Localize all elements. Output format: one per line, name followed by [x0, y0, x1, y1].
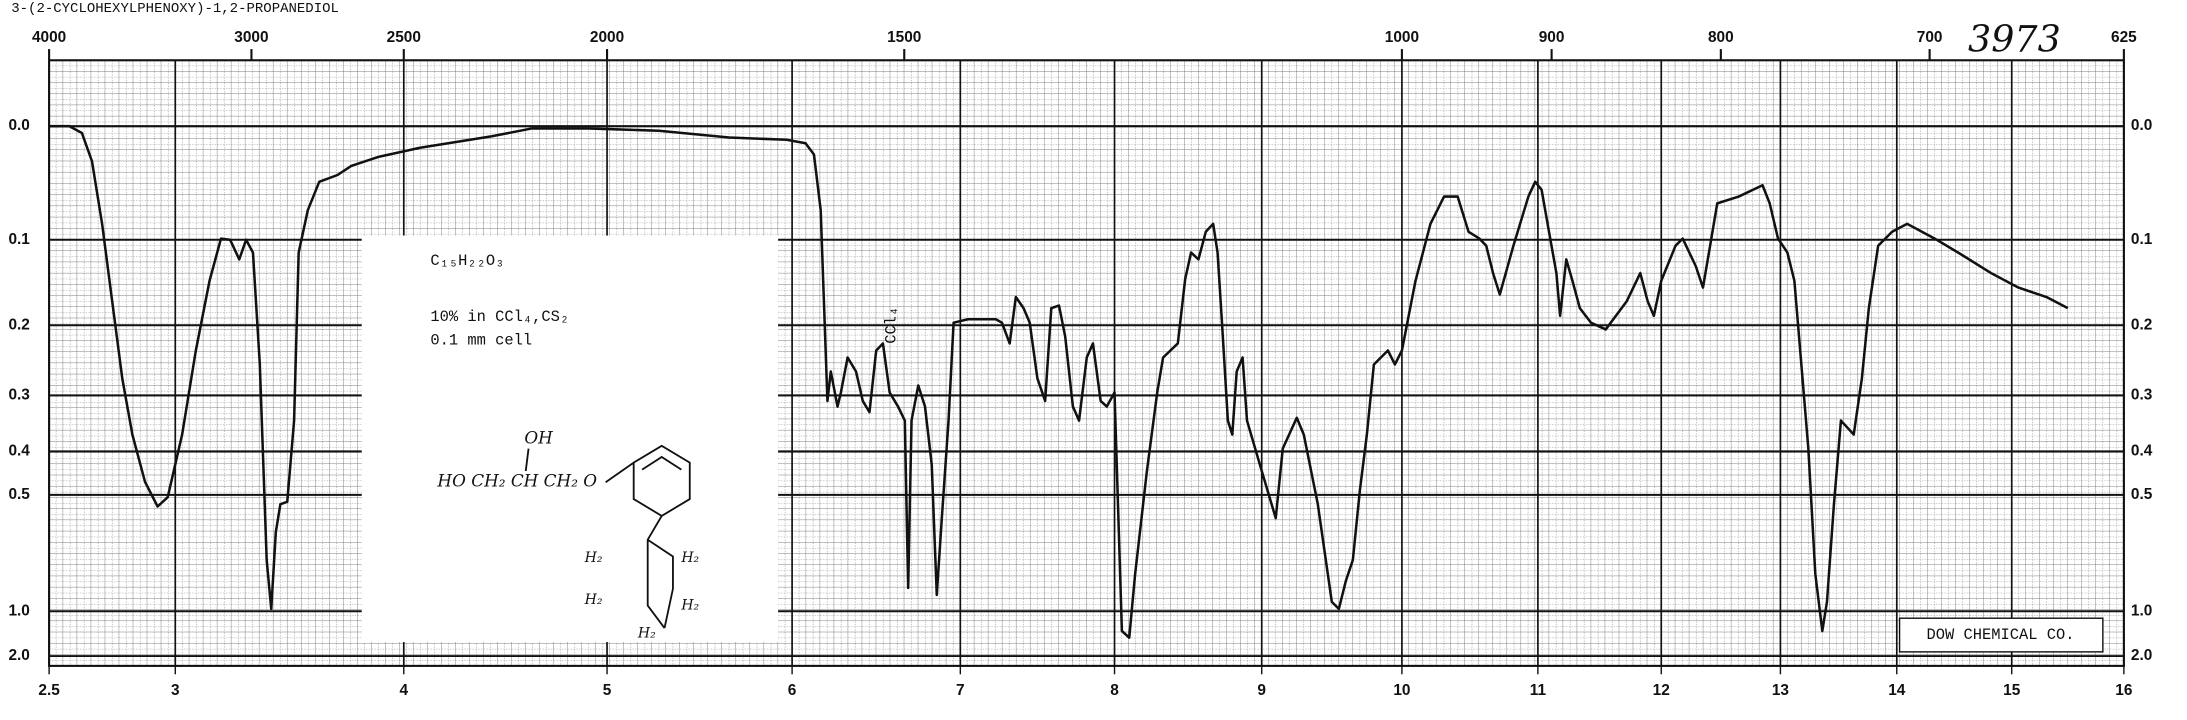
y-tick-label: 0.4	[2131, 442, 2153, 459]
catalog-number: 3973	[1968, 18, 2061, 61]
x2-tick-label: 2000	[590, 29, 624, 46]
source: DOW CHEMICAL CO.	[1927, 626, 2075, 644]
y-tick-label: 0.1	[8, 231, 30, 248]
x-tick-label: 3	[171, 682, 180, 699]
x-tick-label: 9	[1257, 682, 1266, 699]
chart-title: 3-(2-CYCLOHEXYLPHENOXY)-1,2-PROPANEDIOL	[11, 1, 339, 17]
x-tick-label: 16	[2115, 682, 2133, 699]
notes-box: C₁₅H₂₂O₃ 10% in CCl₄,CS₂ 0.1 mm cell OH …	[361, 235, 779, 643]
x2-tick-label: 3000	[234, 29, 268, 46]
spectrum-line	[49, 124, 2069, 639]
y-tick-label: 2.0	[2131, 647, 2152, 664]
x2-tick-label: 700	[1917, 29, 1943, 46]
x2-tick-label: 625	[2111, 29, 2137, 46]
x-tick-label: 5	[603, 682, 612, 699]
structure-label: H₂	[584, 550, 603, 566]
y-tick-label: 0.0	[2131, 117, 2152, 134]
structure-bonds	[524, 444, 691, 629]
source-box	[1898, 617, 2104, 653]
y-tick-label: 1.0	[8, 602, 29, 619]
y-tick-label: 0.4	[8, 442, 30, 459]
y-tick-label: 0.5	[8, 486, 30, 503]
x-tick-label: 8	[1110, 682, 1119, 699]
x2-tick-label: 900	[1539, 29, 1565, 46]
structure-label: H₂	[680, 598, 699, 614]
structure-label: HO CH₂ CH CH₂ O	[436, 471, 597, 491]
solvent-note: 10% in CCl₄,CS₂	[430, 308, 569, 326]
structure-label: H₂	[680, 550, 699, 566]
x-tick-label: 12	[1653, 682, 1670, 699]
x2-tick-label: 4000	[32, 29, 66, 46]
x-tick-label: 10	[1393, 682, 1410, 699]
structure-label: H₂	[584, 592, 603, 608]
y-tick-label: 0.2	[8, 316, 29, 333]
x-tick-label: 15	[2003, 682, 2021, 699]
y-tick-label: 0.1	[2131, 231, 2153, 248]
x-tick-label: 11	[1530, 682, 1547, 699]
cell-note: 0.1 mm cell	[430, 332, 532, 350]
x2-tick-label: 2500	[387, 29, 421, 46]
x2-tick-label: 1000	[1385, 29, 1419, 46]
y-tick-label: 0.2	[2131, 316, 2152, 333]
x-tick-label: 4	[399, 682, 408, 699]
y-tick-label: 1.0	[2131, 602, 2152, 619]
x-tick-label: 7	[956, 682, 965, 699]
x2-tick-label: 800	[1708, 29, 1734, 46]
x-tick-label: 13	[1772, 682, 1790, 699]
y-tick-label: 0.0	[8, 117, 29, 134]
structure-label: OH	[524, 427, 553, 447]
x-tick-label: 14	[1888, 682, 1906, 699]
y-tick-label: 0.3	[8, 386, 30, 403]
structure-label: H₂	[637, 626, 656, 642]
x2-tick-label: 1500	[887, 29, 921, 46]
y-tick-label: 0.5	[2131, 486, 2153, 503]
x-tick-label: 2.5	[38, 682, 60, 699]
y-tick-label: 0.3	[2131, 386, 2153, 403]
annotation: CCl₄	[883, 307, 901, 344]
formula: C₁₅H₂₂O₃	[430, 252, 504, 270]
x-tick-label: 6	[788, 682, 797, 699]
y-tick-label: 2.0	[8, 647, 29, 664]
notes-background	[361, 235, 779, 643]
